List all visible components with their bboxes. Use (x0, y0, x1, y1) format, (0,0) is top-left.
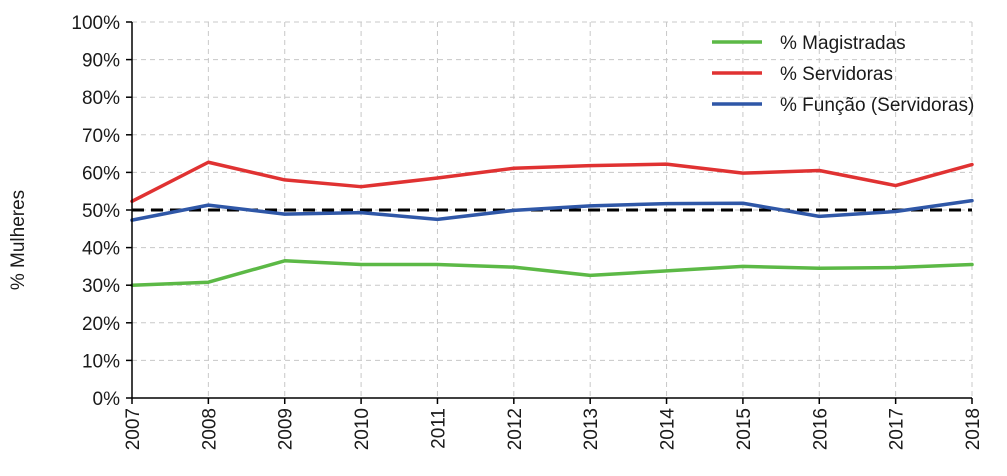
y-tick-label: 80% (82, 88, 120, 109)
series-line (130, 160, 974, 204)
series-line (130, 259, 974, 287)
y-tick-label: 60% (82, 163, 120, 184)
legend-label: % Magistradas (780, 33, 906, 54)
y-tick-label: 30% (82, 276, 120, 297)
series-line (130, 198, 974, 222)
x-tick-label: 2017 (887, 408, 908, 450)
y-tick-labels: 0% 10% 20% 30% 40% 50% 60% 70% 80% 90% 100% (71, 13, 120, 410)
series-group (130, 160, 974, 287)
x-tick-label: 2008 (199, 408, 220, 450)
x-tick-label: 2010 (352, 408, 373, 450)
x-tick-labels: 2007 2008 2009 2010 2011 2012 2013 2014 2015 2016… (123, 408, 984, 451)
x-tick-label: 2009 (276, 408, 297, 450)
x-tick-label: 2011 (428, 408, 449, 449)
x-tick-label: 2014 (658, 408, 679, 451)
x-tick-label: 2018 (963, 408, 984, 450)
axes (126, 21, 973, 404)
y-tick-label: 20% (82, 314, 120, 335)
y-tick-label: 50% (82, 201, 120, 222)
y-tick-label: 90% (82, 51, 120, 72)
y-axis-title: % Mulheres (8, 190, 29, 290)
x-tick-label: 2012 (505, 408, 526, 450)
x-tick-label: 2007 (123, 408, 144, 450)
x-tick-label: 2015 (734, 408, 755, 450)
y-tick-label: 40% (82, 239, 120, 260)
legend: % Magistradas % Servidoras % Função (Servi… (712, 33, 974, 116)
y-tick-label: 100% (71, 13, 120, 34)
y-tick-label: 0% (93, 389, 121, 410)
y-tick-label: 70% (82, 126, 120, 147)
x-tick-label: 2013 (581, 408, 602, 450)
legend-label: % Função (Servidoras) (780, 95, 974, 116)
y-tick-label: 10% (82, 351, 120, 372)
legend-label: % Servidoras (780, 64, 893, 85)
x-tick-label: 2016 (810, 408, 831, 450)
